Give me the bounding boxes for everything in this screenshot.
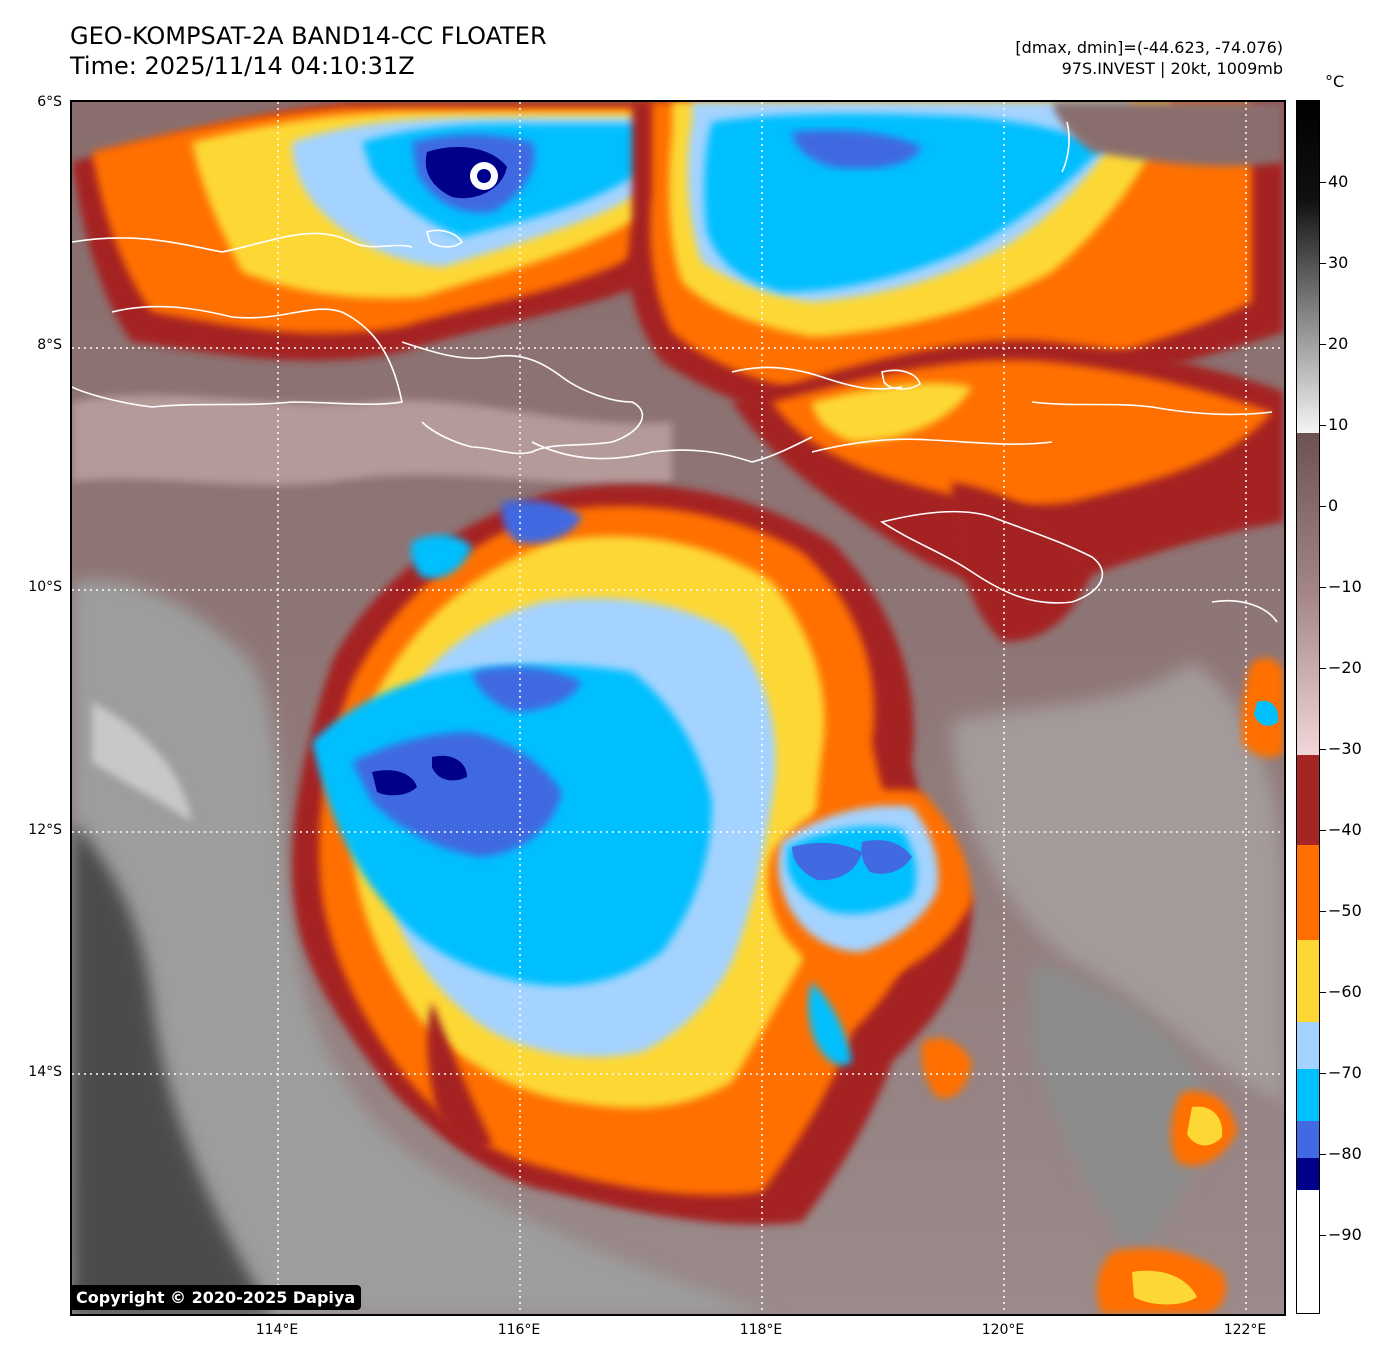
lat-label-6s: 6°S <box>37 94 62 110</box>
temperature-colorbar <box>1296 100 1320 1314</box>
colorbar-tick <box>1320 344 1326 345</box>
colorbar-gradient <box>1297 101 1319 1313</box>
colorbar-tick <box>1320 587 1326 588</box>
dmax-dmin-info: [dmax, dmin]=(-44.623, -74.076) <box>1015 38 1283 57</box>
copyright-label: Copyright © 2020-2025 Dapiya <box>70 1285 362 1310</box>
colorbar-label-minus10: −10 <box>1328 577 1362 596</box>
colorbar-label-10: 10 <box>1328 415 1349 434</box>
lon-label-114e: 114°E <box>255 1322 299 1338</box>
colorbar-tick <box>1320 749 1326 750</box>
colorbar-label-minus80: −80 <box>1328 1144 1362 1163</box>
colorbar-label-40: 40 <box>1328 172 1349 191</box>
colorbar-tick <box>1320 668 1326 669</box>
colorbar-tick <box>1320 425 1326 426</box>
colorbar-label-0: 0 <box>1328 496 1339 515</box>
colorbar-tick <box>1320 182 1326 183</box>
title-line-1: GEO-KOMPSAT-2A BAND14-CC FLOATER <box>70 22 547 50</box>
colorbar-label-minus50: −50 <box>1328 901 1362 920</box>
colorbar-tick <box>1320 830 1326 831</box>
colorbar-tick <box>1320 1154 1326 1155</box>
colorbar-tick <box>1320 506 1326 507</box>
lat-label-8s: 8°S <box>37 337 62 353</box>
lat-label-10s: 10°S <box>28 579 62 595</box>
colorbar-tick <box>1320 1073 1326 1074</box>
colorbar-tick <box>1320 1235 1326 1236</box>
colorbar-label-20: 20 <box>1328 334 1349 353</box>
colorbar-tick <box>1320 263 1326 264</box>
colorbar-label-minus40: −40 <box>1328 820 1362 839</box>
colorbar-tick <box>1320 911 1326 912</box>
colorbar-label-minus60: −60 <box>1328 982 1362 1001</box>
lon-label-122e: 122°E <box>1223 1322 1267 1338</box>
colorbar-label-30: 30 <box>1328 253 1349 272</box>
colorbar-tick <box>1320 992 1326 993</box>
colorbar-label-minus30: −30 <box>1328 739 1362 758</box>
lat-label-12s: 12°S <box>28 822 62 838</box>
colorbar-unit: °C <box>1325 72 1345 91</box>
title-line-2-time: Time: 2025/11/14 04:10:31Z <box>70 52 415 80</box>
lon-label-120e: 120°E <box>981 1322 1025 1338</box>
lon-label-118e: 118°E <box>739 1322 783 1338</box>
colorbar-label-minus90: −90 <box>1328 1225 1362 1244</box>
colorbar-label-minus70: −70 <box>1328 1063 1362 1082</box>
satellite-image <box>72 102 1284 1314</box>
storm-info: 97S.INVEST | 20kt, 1009mb <box>1061 59 1283 78</box>
lat-label-14s: 14°S <box>28 1064 62 1080</box>
colorbar-label-minus20: −20 <box>1328 658 1362 677</box>
satellite-map <box>70 100 1286 1316</box>
lon-label-116e: 116°E <box>497 1322 541 1338</box>
